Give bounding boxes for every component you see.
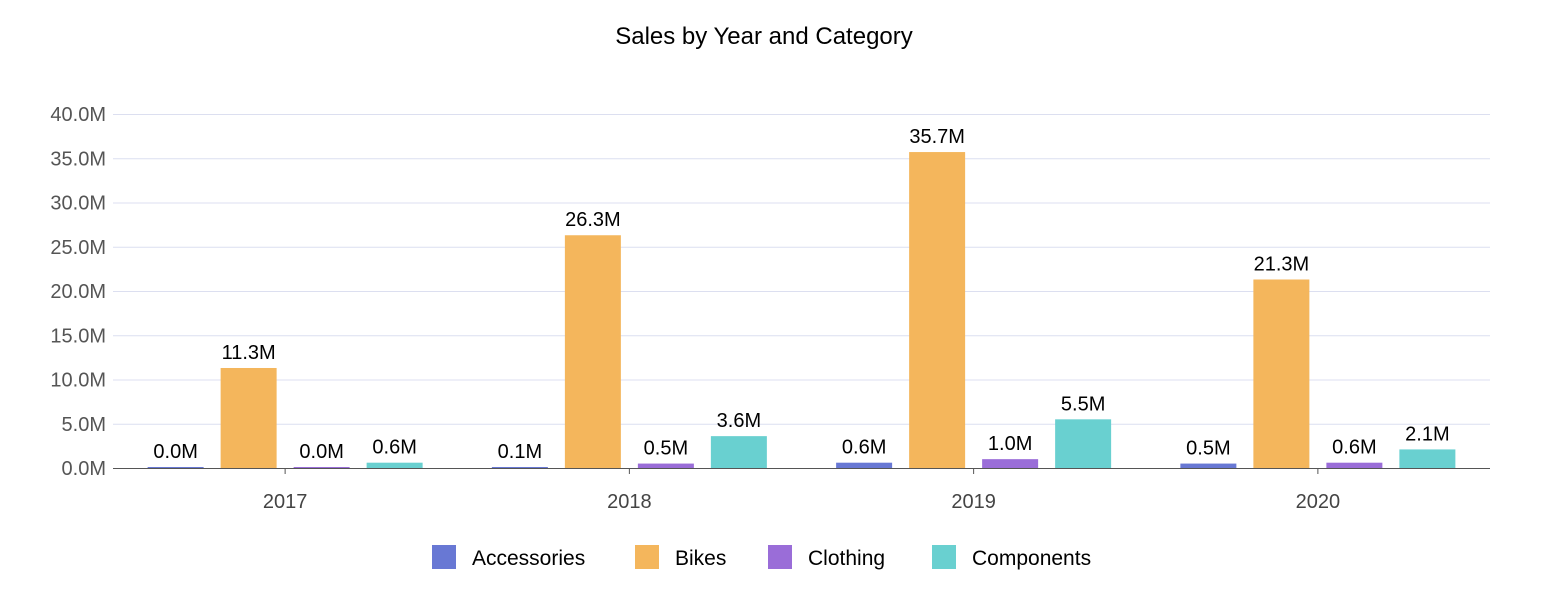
- y-tick-label: 10.0M: [50, 370, 106, 392]
- bar-accessories-2018: [491, 467, 548, 468]
- legend: Accessories Bikes Clothing Components: [432, 545, 1091, 570]
- bar-bikes-2018: [564, 235, 621, 468]
- y-tick-label: 15.0M: [50, 325, 106, 347]
- legend-item-accessories[interactable]: Accessories: [432, 545, 585, 570]
- y-tick-label: 35.0M: [50, 148, 106, 170]
- gridlines: [113, 114, 1490, 425]
- bar-accessories-2020: [1180, 463, 1237, 468]
- data-label: 35.7M: [909, 126, 965, 148]
- legend-swatch: [432, 545, 456, 569]
- bar-components-2018: [710, 436, 767, 468]
- data-label: 0.5M: [1186, 438, 1230, 460]
- bar-clothing-2019: [982, 459, 1039, 468]
- chart-title: Sales by Year and Category: [615, 23, 913, 50]
- y-tick-label: 30.0M: [50, 193, 106, 215]
- data-label: 21.3M: [1254, 253, 1310, 275]
- x-tick-label: 2020: [1296, 491, 1341, 513]
- legend-item-clothing[interactable]: Clothing: [768, 545, 885, 570]
- bar-clothing-2018: [637, 463, 694, 468]
- legend-label: Bikes: [675, 547, 726, 570]
- data-label: 0.6M: [372, 437, 416, 459]
- data-label: 0.5M: [644, 438, 688, 460]
- bar-accessories-2017: [147, 467, 204, 468]
- data-label: 11.3M: [222, 342, 276, 364]
- bar-bikes-2020: [1253, 279, 1310, 468]
- x-tick-label: 2018: [607, 491, 652, 513]
- data-label: 0.1M: [498, 441, 542, 463]
- bars: 0.0M 11.3M 0.0M 0.6M 0.1M 26.3M 0.5M 3.6M 0.6M 35…: [147, 126, 1456, 468]
- legend-label: Components: [972, 547, 1091, 570]
- x-tick-label: 2017: [263, 491, 308, 513]
- y-tick-label: 25.0M: [50, 237, 106, 259]
- bar-clothing-2017: [293, 467, 350, 468]
- bar-components-2017: [366, 462, 423, 468]
- legend-swatch: [635, 545, 659, 569]
- legend-item-bikes[interactable]: Bikes: [635, 545, 726, 570]
- bar-bikes-2019: [909, 152, 966, 468]
- legend-label: Clothing: [808, 547, 885, 570]
- bar-accessories-2019: [836, 462, 893, 468]
- y-tick-label: 5.0M: [62, 414, 106, 436]
- bar-components-2020: [1399, 449, 1456, 468]
- data-label: 1.0M: [988, 433, 1032, 455]
- data-label: 0.0M: [153, 441, 197, 463]
- data-label: 0.6M: [1332, 437, 1376, 459]
- legend-swatch: [768, 545, 792, 569]
- y-tick-label: 40.0M: [50, 104, 106, 126]
- data-label: 5.5M: [1061, 393, 1105, 415]
- y-axis: 0.0M 5.0M 10.0M 15.0M 20.0M 25.0M 30.0M 35.0M 40…: [50, 104, 106, 480]
- bar-bikes-2017: [220, 367, 277, 468]
- bar-components-2019: [1055, 419, 1112, 468]
- x-axis: 2017 2018 2019 2020: [263, 468, 1340, 513]
- legend-swatch: [932, 545, 956, 569]
- data-label: 2.1M: [1405, 423, 1449, 445]
- data-label: 0.0M: [299, 441, 343, 463]
- data-label: 0.6M: [842, 437, 886, 459]
- data-label: 3.6M: [717, 410, 761, 432]
- data-label: 26.3M: [565, 209, 621, 231]
- legend-label: Accessories: [472, 547, 585, 570]
- y-tick-label: 0.0M: [62, 458, 106, 480]
- y-tick-label: 20.0M: [50, 281, 106, 303]
- bar-clothing-2020: [1326, 462, 1383, 468]
- legend-item-components[interactable]: Components: [932, 545, 1091, 570]
- x-tick-label: 2019: [951, 491, 996, 513]
